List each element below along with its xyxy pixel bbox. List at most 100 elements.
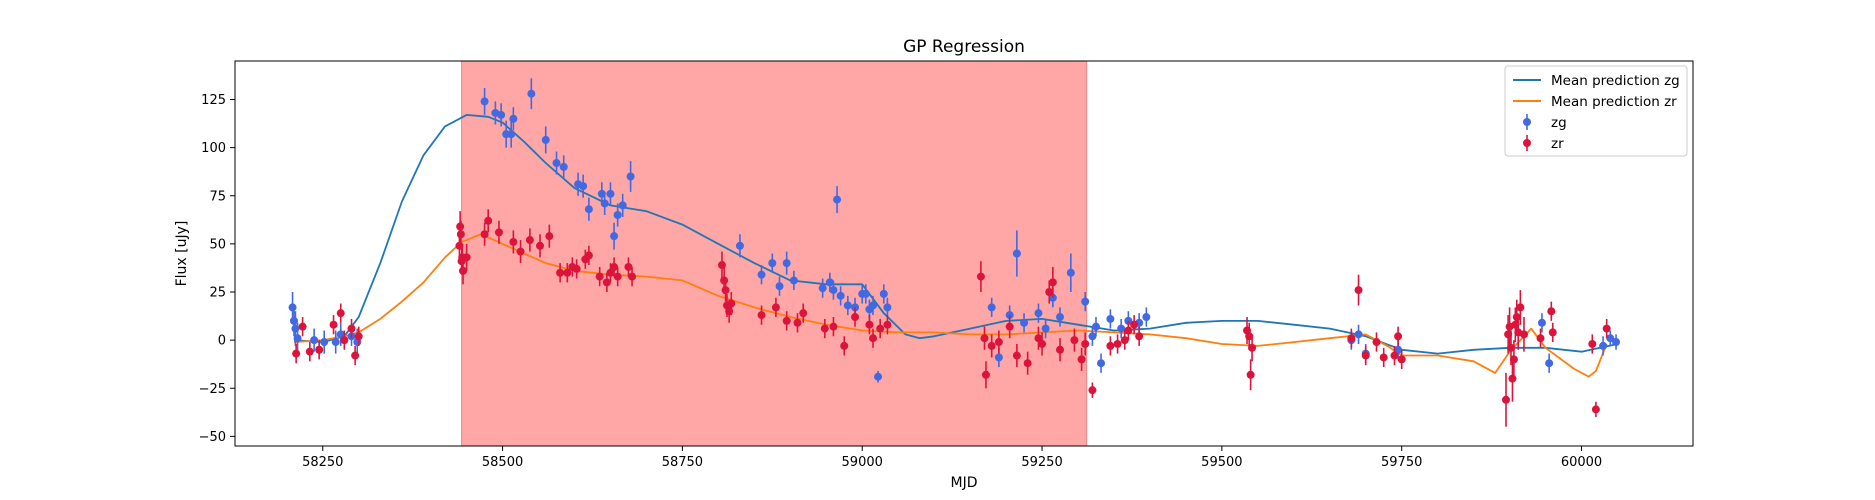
zr-data-point — [1548, 322, 1557, 343]
zg-data-point — [1612, 334, 1621, 350]
zg-marker — [1394, 345, 1403, 354]
zr-data-point — [1516, 290, 1525, 325]
zg-marker — [559, 162, 568, 171]
zr-data-point — [1113, 334, 1122, 354]
zg-data-point — [293, 322, 302, 354]
zg-data-point — [1066, 253, 1075, 292]
zr-marker — [869, 334, 878, 343]
zr-marker — [1005, 322, 1014, 331]
zr-marker — [462, 253, 471, 262]
zg-marker — [600, 199, 609, 208]
zg-marker — [1117, 324, 1126, 333]
zr-data-point — [1048, 266, 1057, 298]
zr-marker — [624, 262, 633, 271]
zr-data-point — [602, 272, 611, 292]
zr-marker — [459, 266, 468, 275]
zg-marker — [552, 159, 561, 168]
zg-data-point — [1117, 318, 1126, 339]
zg-marker — [626, 172, 635, 181]
zg-data-point — [584, 197, 593, 221]
zr-marker — [865, 320, 874, 329]
zr-data-point — [1501, 372, 1510, 427]
zr-marker — [336, 309, 345, 318]
zg-data-point — [789, 270, 798, 291]
zg-marker — [336, 330, 345, 339]
zr-data-point — [1397, 349, 1406, 369]
zg-data-point — [1088, 326, 1097, 346]
zr-data-point — [305, 342, 314, 362]
zr-data-point — [354, 326, 363, 346]
zr-marker — [1548, 328, 1557, 337]
zr-data-point — [1536, 328, 1545, 348]
zr-data-point — [624, 257, 633, 277]
zg-marker — [1066, 268, 1075, 277]
zg-marker — [584, 205, 593, 214]
zr-marker — [727, 299, 736, 308]
zg-marker — [1012, 249, 1021, 258]
zg-data-point — [509, 107, 518, 131]
zr-data-point — [347, 318, 356, 339]
zr-data-point — [1591, 401, 1600, 418]
plot-area-frame — [234, 60, 1694, 447]
highlight-region — [461, 60, 1088, 447]
zr-data-point — [1124, 320, 1133, 341]
zr-data-point — [1038, 332, 1047, 356]
zr-data-point — [351, 345, 360, 366]
zg-marker — [994, 353, 1003, 362]
zr-data-point — [315, 340, 324, 360]
zg-data-point — [600, 191, 609, 215]
zr-data-point — [721, 278, 730, 302]
zg-data-point — [618, 193, 627, 217]
zg-data-point — [1537, 313, 1546, 333]
zr-marker — [340, 336, 349, 345]
zr-data-point — [1034, 326, 1043, 350]
zr-data-point — [840, 336, 849, 356]
zr-marker — [981, 370, 990, 379]
zr-data-point — [336, 303, 345, 323]
x-tick-label: 59250 — [1021, 455, 1062, 470]
zg-marker — [1545, 359, 1554, 368]
zg-data-point — [1012, 230, 1021, 277]
zg-marker — [293, 334, 302, 343]
zg-marker — [527, 89, 536, 98]
zg-data-point — [1545, 353, 1554, 373]
zr-data-point — [1056, 338, 1065, 362]
zr-data-point — [727, 292, 736, 316]
zr-marker — [298, 322, 307, 331]
zg-marker — [1020, 318, 1029, 327]
zr-marker — [1124, 326, 1133, 335]
zr-marker — [1135, 332, 1144, 341]
zg-data-point — [1081, 292, 1090, 312]
zr-marker — [1519, 330, 1528, 339]
zr-marker — [628, 272, 637, 281]
legend-label: zg — [1551, 115, 1567, 131]
zr-marker — [1390, 351, 1399, 360]
x-tick-label: 58750 — [662, 455, 703, 470]
zr-marker — [976, 272, 985, 281]
chart-title: GP Regression — [903, 37, 1025, 57]
zr-marker — [1516, 303, 1525, 312]
y-tick-label: 25 — [209, 286, 226, 301]
zr-marker — [1507, 343, 1516, 352]
zg-marker — [320, 338, 329, 347]
zr-data-point — [563, 263, 572, 283]
zr-marker — [757, 311, 766, 320]
zr-data-point — [298, 317, 307, 337]
legend-entry: Mean prediction zr — [1513, 94, 1677, 110]
zr-marker — [771, 303, 780, 312]
zg-data-point — [1599, 336, 1608, 356]
y-tick-label: −25 — [199, 382, 226, 397]
y-tick-label: 0 — [218, 334, 226, 349]
zg-marker — [1056, 313, 1065, 322]
zg-data-point — [310, 328, 319, 352]
zg-data-point — [331, 330, 340, 354]
zr-data-point — [292, 343, 301, 364]
zr-marker — [456, 230, 465, 239]
zr-data-point — [484, 209, 493, 233]
zg-marker — [310, 336, 319, 345]
zg-data-point — [613, 203, 622, 227]
legend-entry: zg — [1523, 114, 1567, 131]
zr-data-point — [1045, 280, 1054, 304]
zr-marker — [1038, 339, 1047, 348]
zr-data-point — [494, 220, 503, 244]
